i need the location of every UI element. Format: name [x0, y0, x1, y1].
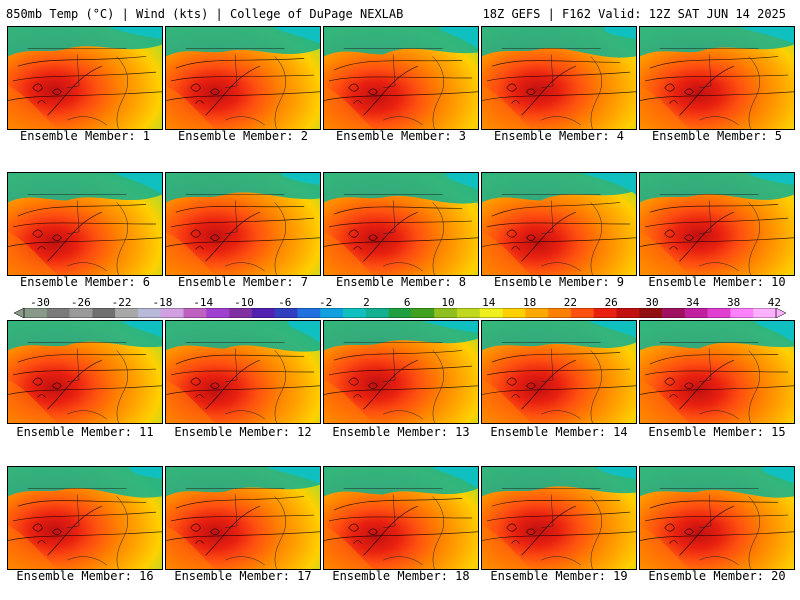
colorbar-swatch	[388, 308, 412, 318]
ensemble-member-map	[639, 466, 795, 570]
ensemble-member-label: Ensemble Member: 10	[648, 275, 786, 289]
colorbar-swatch	[570, 308, 594, 318]
ensemble-member-map	[165, 26, 321, 130]
colorbar-tick-label: 18	[522, 296, 537, 309]
ensemble-member-map	[481, 172, 637, 276]
colorbar-swatch	[639, 308, 663, 318]
ensemble-member-map	[7, 320, 163, 424]
colorbar-swatch	[69, 308, 93, 318]
ensemble-member-map	[323, 320, 479, 424]
colorbar-tick-label: 26	[604, 296, 618, 309]
colorbar-tick-label: 34	[686, 296, 700, 309]
colorbar-tick-label: 38	[726, 296, 741, 309]
ensemble-member-label: Ensemble Member: 9	[493, 275, 625, 289]
colorbar-end-arrow	[775, 308, 786, 318]
colorbar-swatch	[548, 308, 572, 318]
colorbar-tick-label: -26	[70, 296, 91, 309]
colorbar-swatch	[479, 308, 503, 318]
colorbar-tick-label: 30	[645, 296, 659, 309]
ensemble-member-map	[639, 172, 795, 276]
ensemble-member-label: Ensemble Member: 16	[16, 569, 154, 583]
ensemble-member-map	[323, 26, 479, 130]
ensemble-member-label: Ensemble Member: 11	[16, 425, 154, 439]
ensemble-member-label: Ensemble Member: 8	[335, 275, 467, 289]
ensemble-member-label: Ensemble Member: 7	[177, 275, 309, 289]
forecast-valid-time: 18Z GEFS | F162 Valid: 12Z SAT JUN 14 20…	[482, 7, 786, 21]
colorbar-swatch	[92, 308, 116, 318]
colorbar-swatch	[434, 308, 458, 318]
colorbar-tick-label: -10	[234, 296, 254, 309]
ensemble-member-label: Ensemble Member: 14	[490, 425, 628, 439]
ensemble-member-map	[7, 26, 163, 130]
ensemble-member-label: Ensemble Member: 15	[648, 425, 786, 439]
ensemble-member-label: Ensemble Member: 17	[174, 569, 312, 583]
colorbar-swatch	[525, 308, 549, 318]
colorbar-swatch	[753, 308, 777, 318]
ensemble-member-label: Ensemble Member: 2	[177, 129, 309, 143]
colorbar-swatch	[251, 308, 275, 318]
colorbar-tick-label: 42	[767, 296, 782, 309]
colorbar-swatch	[593, 308, 617, 318]
ensemble-member-label: Ensemble Member: 13	[332, 425, 470, 439]
colorbar-swatch	[684, 308, 708, 318]
colorbar-swatch	[662, 308, 686, 318]
colorbar-tick-label: -6	[278, 296, 292, 309]
colorbar-swatch	[297, 308, 321, 318]
colorbar-swatch	[137, 308, 162, 318]
ensemble-member-label: Ensemble Member: 3	[335, 129, 467, 143]
temperature-colorbar	[14, 308, 786, 318]
colorbar-swatch	[115, 308, 139, 318]
colorbar-tick-label: 10	[441, 296, 455, 309]
ensemble-member-map	[7, 466, 163, 570]
colorbar-swatch	[502, 308, 526, 318]
ensemble-member-map	[323, 172, 479, 276]
ensemble-member-label: Ensemble Member: 6	[19, 275, 151, 289]
ensemble-member-map	[639, 26, 795, 130]
ensemble-member-map	[323, 466, 479, 570]
colorbar-tick-label: 2	[363, 296, 370, 309]
colorbar-swatch	[411, 308, 435, 318]
colorbar-swatch	[274, 308, 298, 318]
colorbar-swatch	[24, 308, 48, 318]
ensemble-member-map	[481, 26, 637, 130]
colorbar-tick-label: -30	[30, 296, 50, 309]
colorbar-swatch	[320, 308, 344, 318]
ensemble-member-label: Ensemble Member: 19	[490, 569, 628, 583]
colorbar-swatch	[229, 308, 253, 318]
colorbar-tick-label: 14	[482, 296, 496, 309]
ensemble-member-label: Ensemble Member: 5	[651, 129, 783, 143]
ensemble-member-label: Ensemble Member: 18	[332, 569, 470, 583]
colorbar-tick-label: -22	[111, 296, 132, 309]
colorbar-swatch	[707, 308, 731, 318]
ensemble-member-map	[481, 466, 637, 570]
ensemble-member-map	[165, 466, 321, 570]
ensemble-member-map	[7, 172, 163, 276]
colorbar-swatch	[160, 308, 184, 318]
ensemble-member-label: Ensemble Member: 20	[648, 569, 786, 583]
ensemble-member-label: Ensemble Member: 12	[174, 425, 312, 439]
colorbar-tick-label: 6	[403, 296, 411, 309]
colorbar-tick-label: -2	[318, 296, 333, 309]
colorbar-swatch	[730, 308, 754, 318]
ensemble-member-map	[165, 172, 321, 276]
colorbar-swatch	[365, 308, 389, 318]
colorbar-tick-label: -14	[193, 296, 214, 309]
colorbar-tick-label: 22	[563, 296, 578, 309]
colorbar-tick-label: -18	[152, 296, 173, 309]
colorbar-swatch	[616, 308, 640, 318]
ensemble-member-map	[481, 320, 637, 424]
ensemble-member-label: Ensemble Member: 4	[493, 129, 625, 143]
ensemble-member-label: Ensemble Member: 1	[19, 129, 151, 143]
colorbar-end-arrow	[14, 308, 25, 318]
colorbar-swatch	[46, 308, 70, 318]
colorbar-swatch	[183, 308, 207, 318]
colorbar-swatch	[343, 308, 367, 318]
colorbar-swatch	[456, 308, 481, 318]
ensemble-member-map	[639, 320, 795, 424]
colorbar-swatch	[206, 308, 230, 318]
map-title: 850mb Temp (°C) | Wind (kts) | College o…	[6, 7, 404, 21]
ensemble-member-map	[165, 320, 321, 424]
